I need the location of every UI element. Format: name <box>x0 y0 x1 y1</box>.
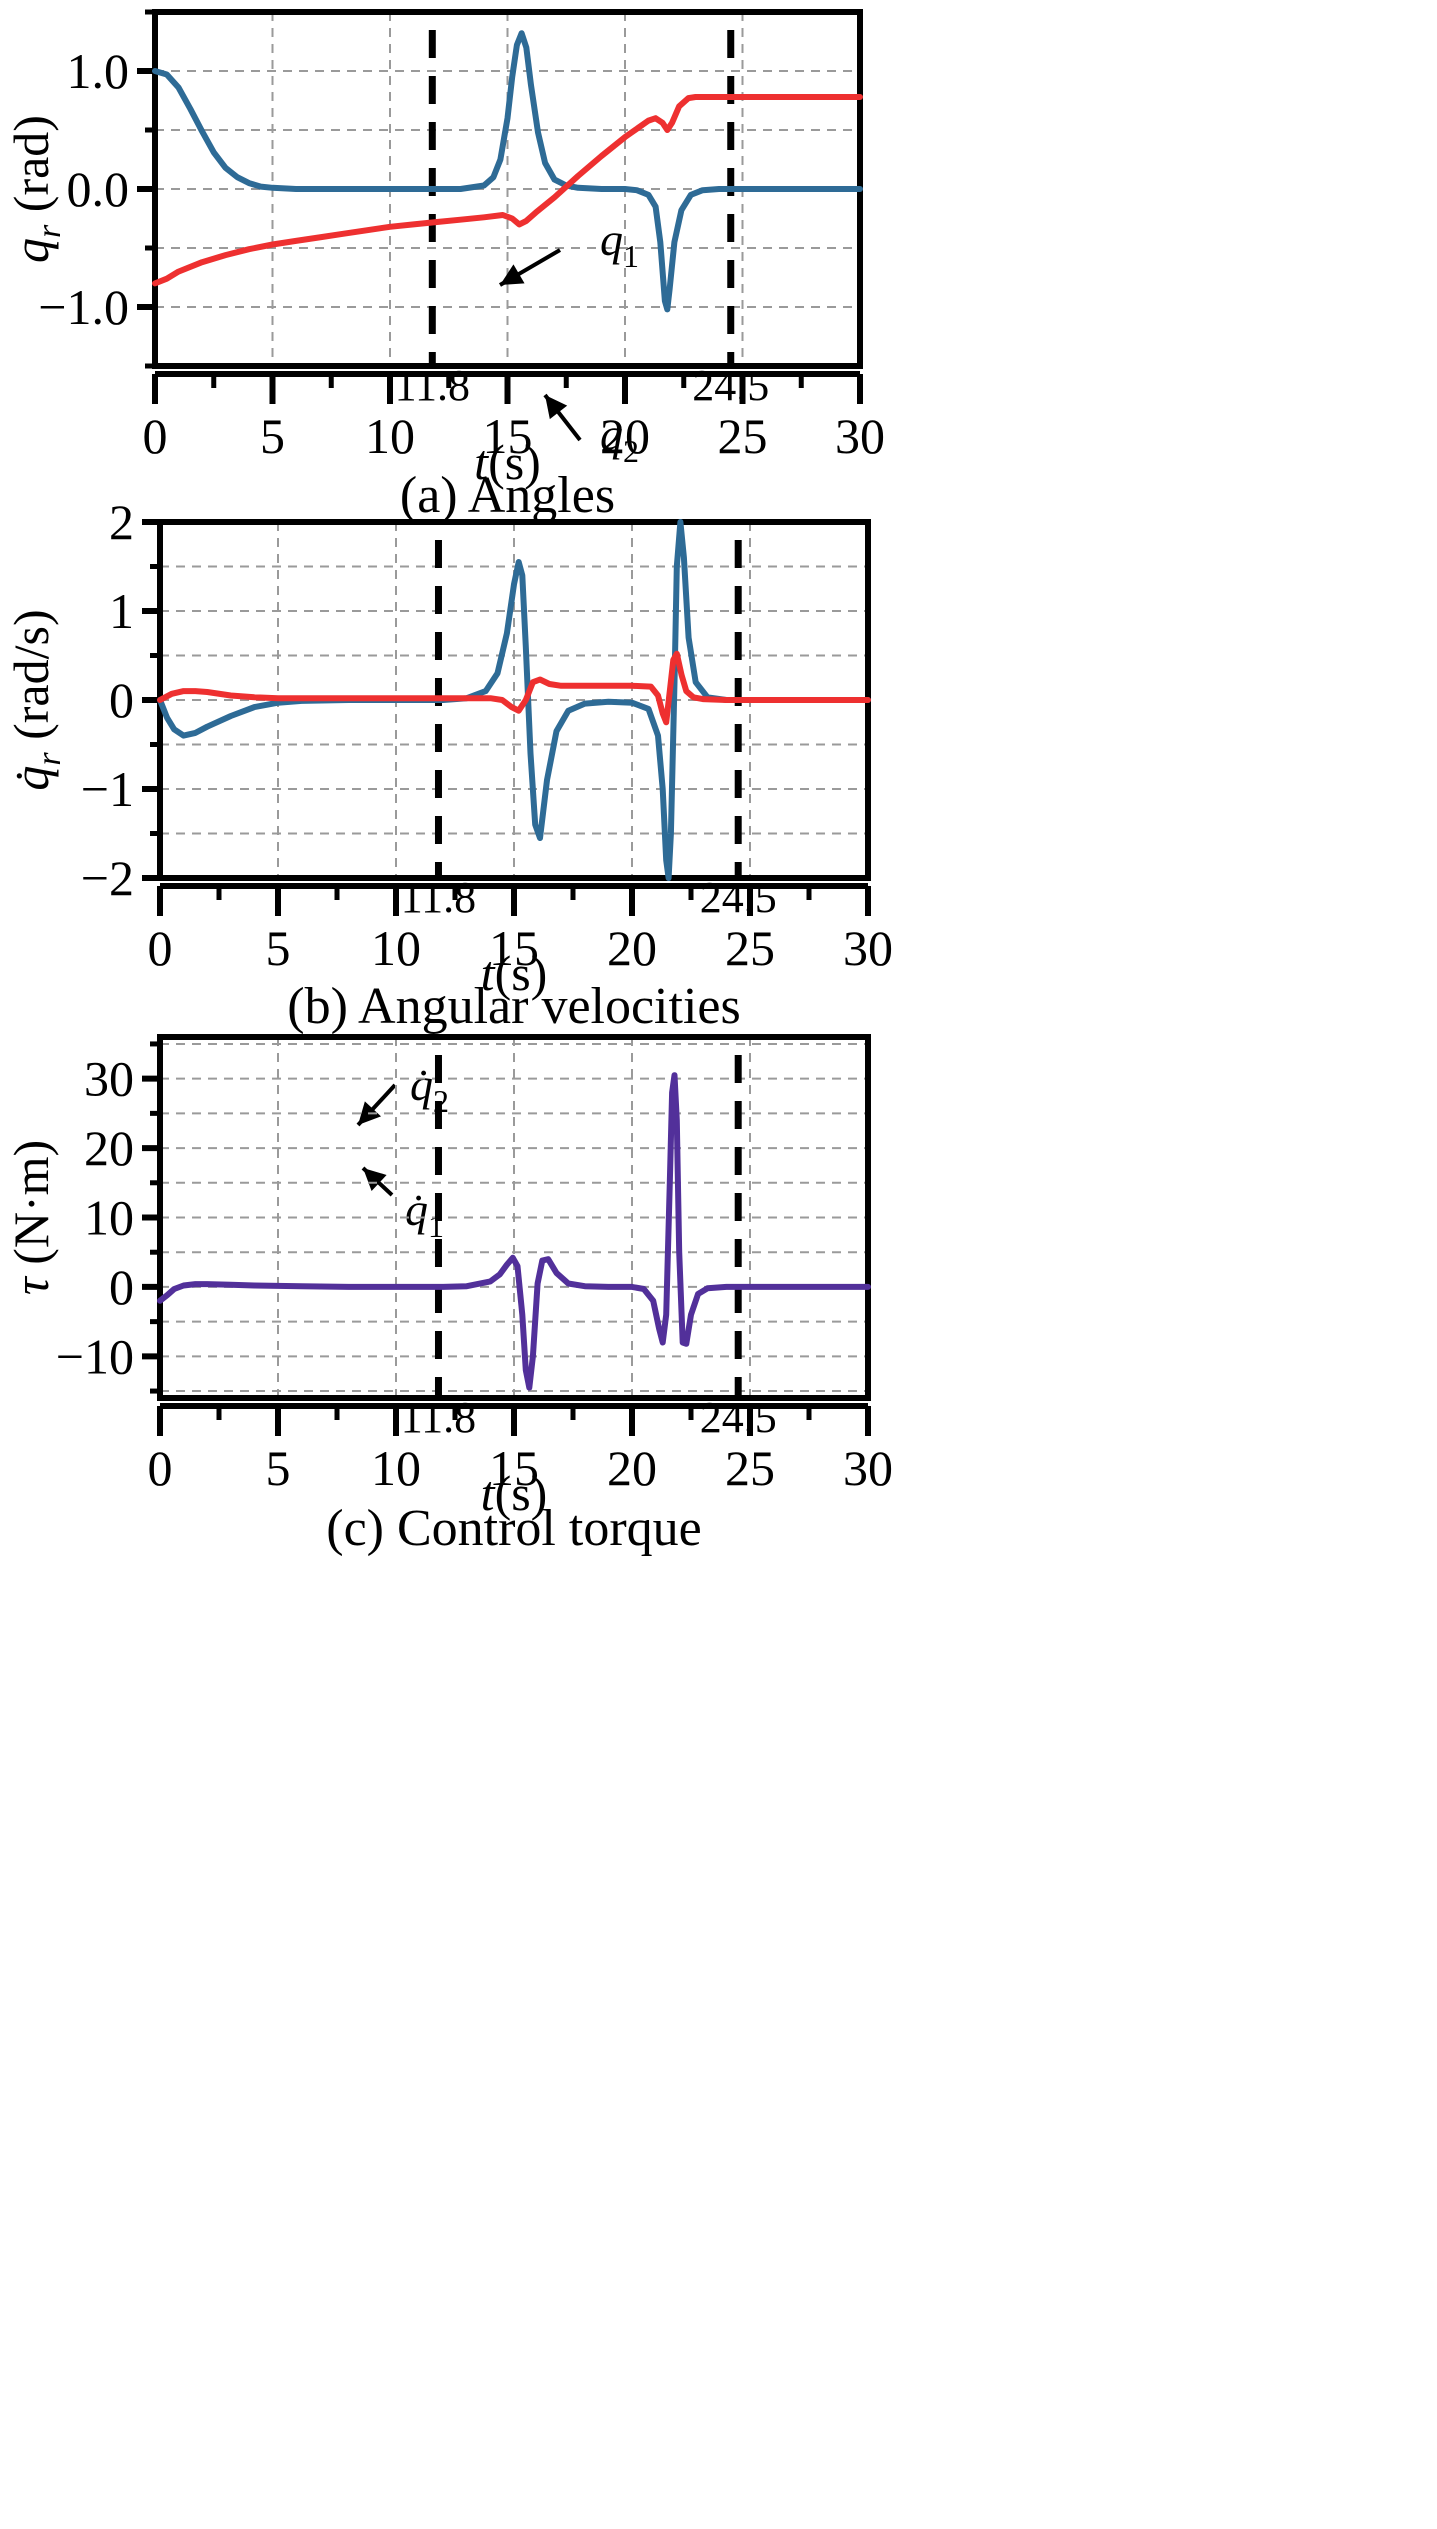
x-axis-label: t(s) <box>474 434 541 490</box>
marker-label: 11.8 <box>401 873 476 922</box>
marker-label: 24.5 <box>700 1393 777 1442</box>
y-axis-label: qr (rad) <box>3 115 68 263</box>
x-axis-label: t(s) <box>481 1465 548 1521</box>
panel-caption: (a) Angles <box>400 467 615 524</box>
series-line-q2 <box>152 94 863 287</box>
series-label-dq1: q̇1 <box>361 1166 444 1244</box>
annotation-arrow-head <box>363 1168 387 1192</box>
series-label-text: q1 <box>600 214 639 274</box>
x-tick-label: 30 <box>843 920 893 976</box>
y-axis-label-unit: (rad) <box>3 115 59 225</box>
marker-label: 24.5 <box>700 873 777 922</box>
x-tick-label: 20 <box>600 408 650 464</box>
y-tick-label: −10 <box>56 1328 134 1384</box>
panel-angles: 1.0 0.0 −1.0 0 5 10 15 20 25 30 11.8 24.5 q1 q 2 qr (ra… <box>3 9 885 524</box>
x-tick-label: 0 <box>148 920 173 976</box>
x-tick-label: 10 <box>365 408 415 464</box>
x-axis-label-var: t <box>481 1465 496 1521</box>
x-tick-label: 20 <box>607 1440 657 1496</box>
y-tick-label: 0 <box>109 672 134 728</box>
y-tick-label: 1 <box>109 583 134 639</box>
marker-label: 11.8 <box>395 361 470 410</box>
marker-label: 11.8 <box>401 1393 476 1442</box>
y-axis-label: q̇r (rad/s) <box>3 609 68 790</box>
x-axis-label-unit: (s) <box>495 945 548 1001</box>
x-tick-label: 30 <box>843 1440 893 1496</box>
y-tick-label: 10 <box>84 1190 134 1246</box>
y-axis-label-unit: (N·m) <box>3 1140 59 1277</box>
y-tick-label: −1.0 <box>38 279 129 335</box>
x-tick-label: 5 <box>260 408 285 464</box>
y-axis-label-sub: r <box>31 752 68 766</box>
x-tick-label: 10 <box>371 1440 421 1496</box>
y-tick-label: 20 <box>84 1120 134 1176</box>
y-tick-label: 0.0 <box>67 161 130 217</box>
x-tick-label: 30 <box>835 408 885 464</box>
annotation-arrow-head <box>545 395 568 420</box>
y-tick-label: 1.0 <box>67 43 130 99</box>
y-tick-label: 30 <box>84 1051 134 1107</box>
y-axis-label-var: q <box>3 238 59 263</box>
x-axis-label-var: t <box>474 434 489 490</box>
y-axis-label: τ (N·m) <box>3 1140 59 1295</box>
x-tick-label: 15 <box>483 408 533 464</box>
series-label-subscript: 1 <box>623 238 639 274</box>
series-line-dq2 <box>157 650 871 726</box>
x-axis-label: t(s) <box>481 945 548 1001</box>
x-tick-label: 25 <box>725 920 775 976</box>
series-line-dq1 <box>157 519 871 881</box>
y-tick-label: −1 <box>81 761 134 817</box>
x-tick-label: 15 <box>489 920 539 976</box>
annotation-arrow-head <box>500 264 525 285</box>
x-tick-label: 15 <box>489 1440 539 1496</box>
y-axis-label-var: q̇ <box>3 766 59 791</box>
x-tick-label: 5 <box>266 1440 291 1496</box>
y-axis-label-var: τ <box>3 1275 59 1295</box>
series-label-text: q̇2 <box>410 1059 449 1119</box>
x-tick-label: 0 <box>148 1440 173 1496</box>
series-label-subscript: 2 <box>623 433 639 469</box>
x-tick-label: 25 <box>725 1440 775 1496</box>
x-tick-label: 25 <box>718 408 768 464</box>
x-tick-label: 5 <box>266 920 291 976</box>
x-axis-label-var: t <box>481 945 496 1001</box>
marker-label: 24.5 <box>692 361 769 410</box>
y-tick-label: −2 <box>81 850 134 906</box>
panel-caption: (c) Control torque <box>326 1500 701 1557</box>
x-tick-label: 10 <box>371 920 421 976</box>
panel-caption: (b) Angular velocities <box>287 978 740 1035</box>
y-axis-label-unit: (rad/s) <box>3 609 59 752</box>
series-line-tau <box>157 1072 871 1391</box>
x-axis-label-unit: (s) <box>495 1465 548 1521</box>
series-line-q1 <box>152 30 863 313</box>
x-tick-label: 20 <box>607 920 657 976</box>
y-tick-label: 0 <box>109 1259 134 1315</box>
x-axis-label-unit: (s) <box>488 434 541 490</box>
y-tick-label: 2 <box>109 494 134 550</box>
y-axis-label-sub: r <box>31 224 68 238</box>
x-tick-label: 0 <box>143 408 168 464</box>
series-label-q1: q1 <box>498 214 639 287</box>
